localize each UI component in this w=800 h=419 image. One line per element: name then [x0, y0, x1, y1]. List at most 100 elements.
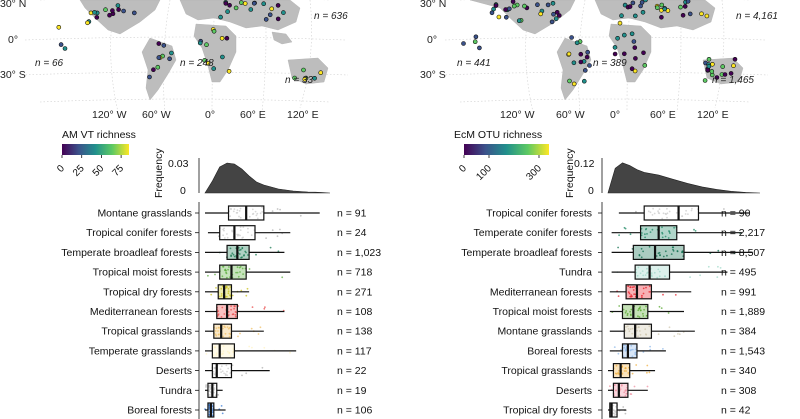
- site-point: [197, 40, 203, 46]
- jitter-point: [259, 326, 262, 329]
- jitter-point: [637, 326, 640, 329]
- box: [609, 402, 618, 418]
- jitter-point: [627, 372, 630, 374]
- box: [623, 323, 653, 339]
- n-label: n = 248: [180, 58, 214, 69]
- jitter-point: [261, 211, 264, 213]
- jitter-point: [238, 210, 241, 212]
- n-label: n = 138: [337, 326, 372, 338]
- box: [219, 225, 256, 241]
- box: [632, 244, 685, 260]
- jitter-point: [226, 370, 228, 373]
- jitter-point: [299, 214, 302, 217]
- jitter-point: [646, 233, 648, 235]
- jitter-point: [256, 212, 259, 215]
- site-point: [553, 16, 559, 22]
- jitter-point: [215, 327, 218, 330]
- jitter-point: [248, 215, 251, 218]
- jitter-point: [231, 230, 234, 233]
- jitter-point: [622, 308, 625, 311]
- jitter-point: [228, 351, 231, 354]
- jitter-point: [239, 226, 242, 229]
- jitter-point: [631, 355, 634, 358]
- jitter-point: [657, 268, 660, 271]
- jitter-point: [223, 313, 226, 315]
- jitter-point: [213, 387, 216, 389]
- jitter-point: [269, 246, 272, 249]
- box: [211, 363, 233, 379]
- n-label: n = 1,023: [337, 247, 381, 259]
- jitter-point: [614, 413, 617, 416]
- site-point: [612, 51, 618, 57]
- density-ylabel: Frequency: [153, 148, 165, 198]
- map-am-graticule: [21, 0, 349, 113]
- site-point: [477, 45, 482, 51]
- density-am: Frequency 0.03 0: [153, 148, 331, 198]
- n-label: n = 308: [721, 385, 756, 397]
- jitter-point: [641, 296, 643, 299]
- jitter-point: [229, 294, 231, 297]
- jitter-point: [664, 235, 667, 238]
- jitter-point: [238, 266, 241, 269]
- site-point: [62, 46, 68, 51]
- jitter-point: [633, 385, 636, 388]
- jitter-point: [226, 350, 229, 353]
- site-point: [709, 69, 715, 74]
- site-point: [545, 2, 551, 8]
- site-point: [584, 54, 590, 60]
- jitter-point: [224, 326, 226, 329]
- jitter-point: [265, 237, 267, 240]
- lat-label: 30° S: [0, 69, 26, 81]
- jitter-point: [694, 230, 697, 232]
- jitter-point: [745, 213, 748, 216]
- category-label: Deserts: [156, 365, 192, 377]
- jitter-point: [629, 328, 632, 330]
- jitter-point: [620, 348, 622, 351]
- site-point: [275, 3, 281, 8]
- site-point: [728, 71, 734, 76]
- jitter-point: [612, 409, 615, 411]
- jitter-point: [609, 385, 611, 388]
- lat-label: 0°: [8, 34, 18, 46]
- jitter-point: [638, 316, 641, 318]
- site-point: [121, 8, 126, 14]
- jitter-point: [649, 348, 652, 351]
- jitter-point: [684, 213, 687, 215]
- jitter-point: [247, 254, 249, 256]
- site-point: [302, 77, 308, 82]
- jitter-point: [618, 234, 620, 237]
- jitter-point: [232, 253, 235, 256]
- site-point: [156, 41, 162, 46]
- jitter-point: [246, 287, 249, 290]
- lon-label: 0°: [610, 109, 620, 121]
- category-label: Tropical grasslands: [501, 365, 592, 377]
- site-point: [551, 11, 556, 17]
- jitter-point: [636, 274, 639, 277]
- jitter-point: [215, 352, 218, 355]
- jitter-point: [625, 310, 628, 312]
- site-point: [115, 3, 121, 8]
- site-point: [633, 56, 638, 61]
- site-point: [220, 54, 225, 60]
- lon-label: 60° W: [142, 109, 171, 121]
- site-point: [85, 20, 90, 26]
- jitter-point: [647, 210, 650, 213]
- site-point: [680, 13, 686, 18]
- jitter-point: [707, 265, 710, 268]
- jitter-point: [666, 216, 668, 219]
- jitter-point: [221, 306, 224, 309]
- jitter-point: [635, 271, 638, 274]
- category-label: Tundra: [559, 267, 592, 279]
- jitter-point: [226, 276, 228, 279]
- map-am: 30° N 0° 30° S 120° W 60° W 0° 60° E 120…: [0, 0, 348, 121]
- legend-tick-label: 100: [474, 163, 494, 183]
- site-point: [301, 67, 306, 73]
- site-point: [621, 51, 627, 57]
- n-label: n = 389: [593, 58, 627, 69]
- site-point: [226, 69, 232, 74]
- jitter-point: [673, 226, 675, 229]
- category-label: Boreal forests: [527, 345, 592, 357]
- site-point: [642, 63, 648, 68]
- jitter-point: [234, 315, 237, 318]
- site-point: [621, 32, 627, 38]
